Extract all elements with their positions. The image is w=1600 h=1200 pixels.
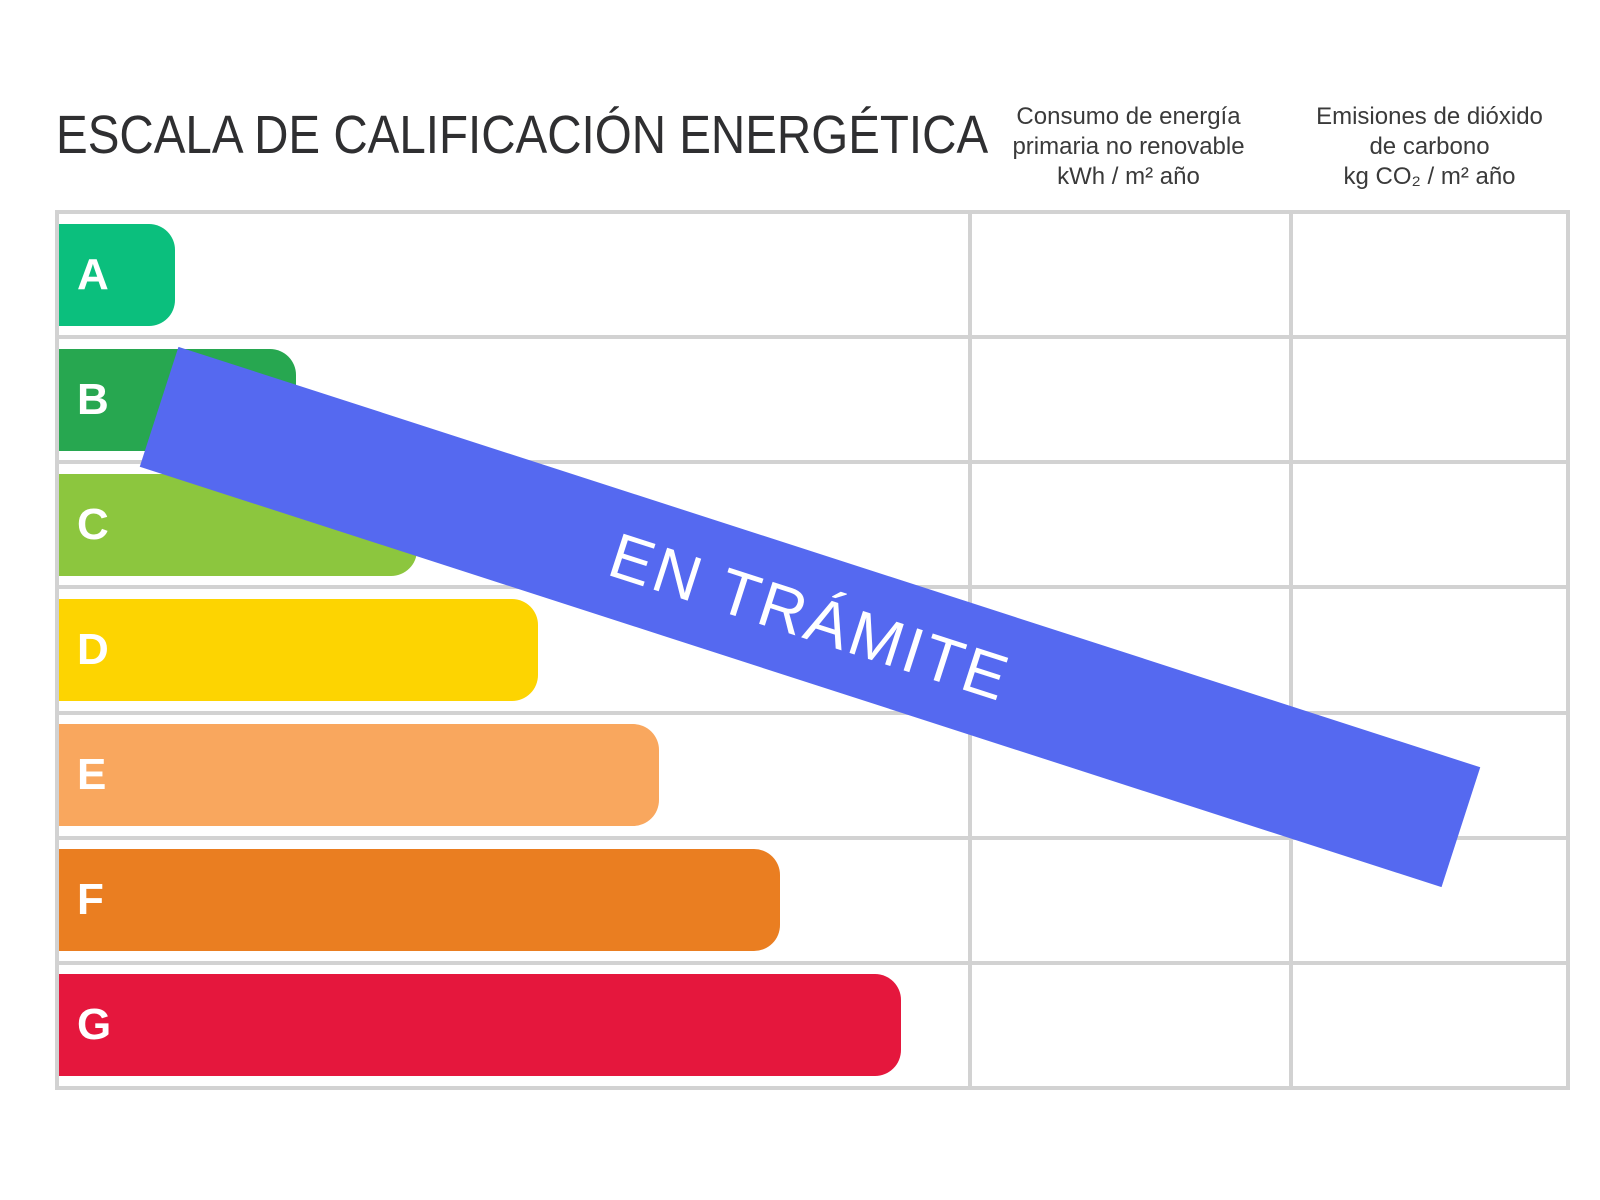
- rating-letter: G: [77, 1000, 112, 1050]
- rating-row-g: G: [59, 960, 1566, 1086]
- rating-letter: D: [77, 624, 109, 674]
- rating-bar-d: D: [59, 598, 538, 701]
- rating-letter: C: [77, 499, 109, 549]
- rating-letter: F: [77, 875, 104, 925]
- grid-line-emisiones-column: [1289, 214, 1293, 1086]
- rating-letter: A: [77, 249, 109, 299]
- column-header-consumo: Consumo de energía primaria no renovable…: [968, 102, 1289, 192]
- column-header-emisiones: Emisiones de dióxido de carbono kg CO₂ /…: [1289, 102, 1570, 192]
- rating-bar-g: G: [59, 974, 901, 1077]
- page-title: ESCALA DE CALIFICACIÓN ENERGÉTICA: [56, 105, 989, 165]
- rating-row-e: E: [59, 710, 1566, 836]
- column-header-emisiones-line2: de carbono: [1369, 133, 1490, 160]
- column-header-consumo-line3: kWh / m² año: [1057, 163, 1200, 190]
- rating-bar-a: A: [59, 223, 175, 326]
- rating-letter: B: [77, 374, 109, 424]
- rating-letter: E: [77, 750, 107, 800]
- column-header-consumo-line1: Consumo de energía: [1016, 103, 1241, 130]
- column-header-emisiones-line3: kg CO₂ / m² año: [1343, 163, 1516, 190]
- column-header-consumo-line2: primaria no renovable: [1012, 133, 1245, 160]
- rating-row-f: F: [59, 835, 1566, 961]
- rating-bar-f: F: [59, 849, 780, 952]
- rating-bar-e: E: [59, 724, 659, 827]
- column-header-emisiones-line1: Emisiones de dióxido: [1316, 103, 1543, 130]
- rating-row-a: A: [59, 214, 1566, 335]
